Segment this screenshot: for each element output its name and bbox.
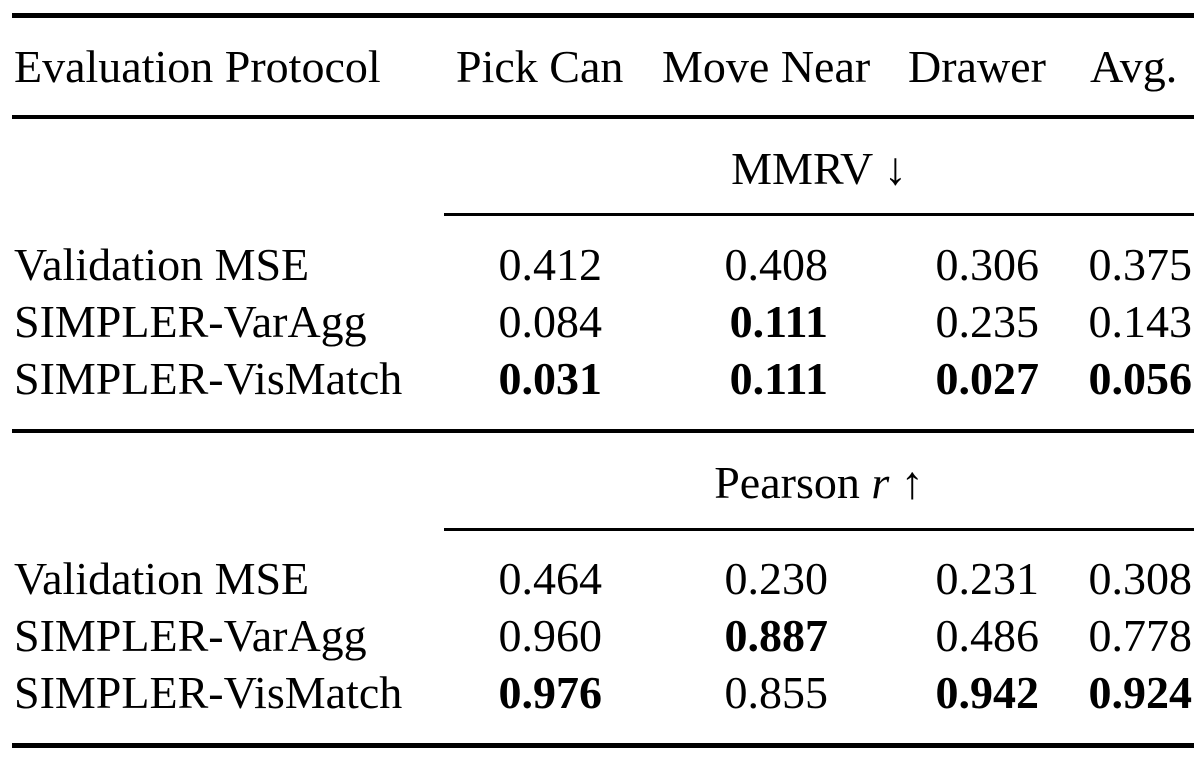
header-move-near: Move Near (662, 41, 871, 92)
cell-pick-can: 0.976 (498, 667, 603, 718)
cell-pick-can: 0.031 (498, 353, 603, 404)
cell-drawer: 0.942 (935, 667, 1040, 718)
row-protocol: SIMPLER-VarAgg (14, 296, 367, 347)
cell-drawer: 0.486 (935, 610, 1040, 661)
section-title-pearson-arrow: ↑ (900, 457, 924, 508)
cell-move-near: 0.111 (729, 353, 828, 404)
row-protocol: SIMPLER-VisMatch (14, 353, 403, 404)
cell-avg: 0.143 (1088, 296, 1193, 347)
cell-pick-can: 0.412 (498, 239, 603, 290)
row-protocol: Validation MSE (14, 553, 310, 604)
cell-avg: 0.308 (1088, 553, 1193, 604)
cell-pick-can: 0.960 (498, 610, 603, 661)
section-title-pearson-prefix: Pearson (714, 457, 860, 508)
cell-drawer: 0.231 (935, 553, 1040, 604)
cell-drawer: 0.235 (935, 296, 1040, 347)
cell-move-near: 0.855 (724, 667, 829, 718)
cell-move-near: 0.887 (724, 610, 829, 661)
header-drawer: Drawer (908, 41, 1046, 92)
header-avg: Avg. (1090, 41, 1178, 92)
cell-pick-can: 0.464 (498, 553, 603, 604)
cell-move-near: 0.111 (729, 296, 828, 347)
section-separator-rule (12, 429, 1194, 433)
cell-drawer: 0.306 (935, 239, 1040, 290)
top-rule (12, 13, 1194, 18)
row-protocol: Validation MSE (14, 239, 310, 290)
header-evaluation-protocol: Evaluation Protocol (14, 41, 381, 92)
section-title-pearson: Pearson r ↑ (444, 456, 1194, 510)
row-protocol: SIMPLER-VisMatch (14, 667, 403, 718)
cell-avg: 0.375 (1088, 239, 1193, 290)
section-title-mmrv: MMRV ↓ (731, 143, 907, 194)
row-protocol: SIMPLER-VarAgg (14, 610, 367, 661)
cell-drawer: 0.027 (935, 353, 1040, 404)
section-title-pearson-var: r (871, 457, 890, 508)
cell-avg: 0.924 (1088, 667, 1193, 718)
cell-avg: 0.778 (1088, 610, 1193, 661)
header-pick-can: Pick Can (456, 41, 624, 92)
mmrv-subheader-rule (444, 213, 1194, 216)
cell-move-near: 0.408 (724, 239, 829, 290)
pearson-subheader-rule (444, 528, 1194, 531)
cell-avg: 0.056 (1088, 353, 1193, 404)
header-rule (12, 115, 1194, 119)
cell-move-near: 0.230 (724, 553, 829, 604)
cell-pick-can: 0.084 (498, 296, 603, 347)
bottom-rule (12, 743, 1194, 748)
